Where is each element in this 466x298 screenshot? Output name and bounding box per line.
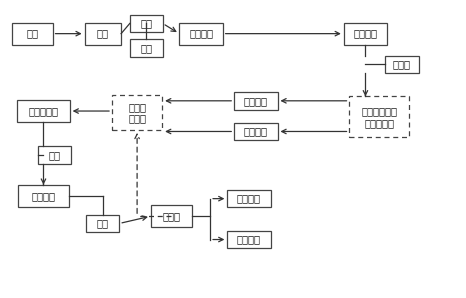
FancyBboxPatch shape bbox=[112, 95, 162, 130]
FancyBboxPatch shape bbox=[151, 205, 192, 227]
Text: 二次预灰: 二次预灰 bbox=[189, 29, 213, 39]
FancyBboxPatch shape bbox=[344, 23, 387, 45]
Text: 絮凝剂: 絮凝剂 bbox=[393, 59, 411, 69]
FancyBboxPatch shape bbox=[17, 100, 70, 122]
Text: 沉淀池: 沉淀池 bbox=[162, 211, 180, 221]
FancyBboxPatch shape bbox=[130, 40, 163, 57]
FancyBboxPatch shape bbox=[179, 23, 223, 45]
FancyBboxPatch shape bbox=[84, 23, 121, 45]
Text: 糖汁饱充: 糖汁饱充 bbox=[353, 29, 377, 39]
FancyBboxPatch shape bbox=[39, 146, 71, 164]
FancyBboxPatch shape bbox=[227, 190, 271, 207]
FancyBboxPatch shape bbox=[350, 97, 409, 137]
Text: 饱充清汁: 饱充清汁 bbox=[244, 126, 268, 136]
Text: 浮渣泥汁: 浮渣泥汁 bbox=[244, 96, 268, 106]
Text: 沉降泥汁: 沉降泥汁 bbox=[237, 194, 261, 204]
Text: 澄清糖汁: 澄清糖汁 bbox=[237, 235, 261, 245]
FancyBboxPatch shape bbox=[234, 123, 278, 140]
Text: 高效多级分离
糖汁沉降器: 高效多级分离 糖汁沉降器 bbox=[361, 106, 397, 128]
Text: 糖汁: 糖汁 bbox=[26, 29, 38, 39]
FancyBboxPatch shape bbox=[12, 23, 53, 45]
FancyBboxPatch shape bbox=[227, 231, 271, 248]
Text: 预灰: 预灰 bbox=[97, 29, 109, 39]
Text: 硫熏中和: 硫熏中和 bbox=[32, 191, 55, 201]
Text: 无滤布
吸滤机: 无滤布 吸滤机 bbox=[128, 102, 146, 123]
FancyBboxPatch shape bbox=[86, 215, 119, 232]
FancyBboxPatch shape bbox=[234, 92, 278, 110]
Text: 磷酸: 磷酸 bbox=[140, 43, 152, 53]
FancyBboxPatch shape bbox=[130, 15, 163, 32]
Text: 磷酸: 磷酸 bbox=[49, 150, 61, 160]
FancyBboxPatch shape bbox=[385, 55, 419, 73]
Text: 加热: 加热 bbox=[140, 18, 152, 28]
FancyBboxPatch shape bbox=[18, 185, 69, 207]
Text: 加热: 加热 bbox=[97, 218, 109, 229]
Text: 原混合计箱: 原混合计箱 bbox=[28, 106, 58, 116]
